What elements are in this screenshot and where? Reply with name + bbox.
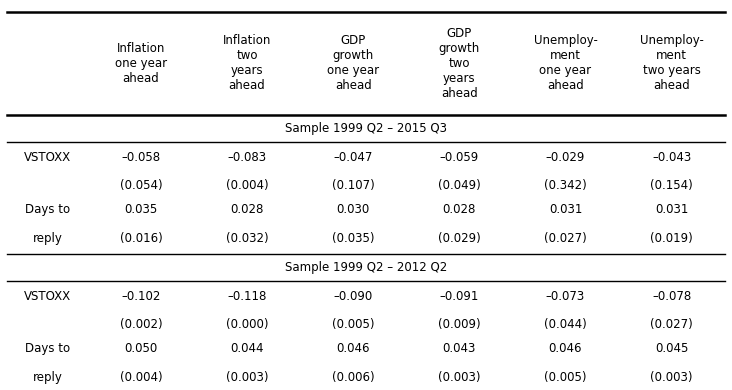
Text: (0.049): (0.049) — [438, 179, 481, 192]
Text: –0.091: –0.091 — [440, 290, 479, 303]
Text: (0.044): (0.044) — [544, 318, 587, 331]
Text: (0.003): (0.003) — [650, 371, 693, 384]
Text: (0.006): (0.006) — [332, 371, 375, 384]
Text: 0.031: 0.031 — [655, 204, 688, 216]
Text: Inflation
two
years
ahead: Inflation two years ahead — [223, 34, 272, 92]
Text: (0.029): (0.029) — [438, 232, 481, 245]
Text: –0.059: –0.059 — [440, 151, 479, 164]
Text: (0.000): (0.000) — [225, 318, 269, 331]
Text: 0.035: 0.035 — [124, 204, 157, 216]
Text: (0.035): (0.035) — [332, 232, 375, 245]
Text: (0.003): (0.003) — [225, 371, 269, 384]
Text: VSTOXX: VSTOXX — [24, 151, 71, 164]
Text: –0.073: –0.073 — [546, 290, 585, 303]
Text: (0.009): (0.009) — [438, 318, 481, 331]
Text: –0.090: –0.090 — [334, 290, 373, 303]
Text: 0.031: 0.031 — [549, 204, 582, 216]
Text: –0.078: –0.078 — [652, 290, 691, 303]
Text: –0.102: –0.102 — [122, 290, 160, 303]
Text: 0.028: 0.028 — [231, 204, 264, 216]
Text: Sample 1999 Q2 – 2012 Q2: Sample 1999 Q2 – 2012 Q2 — [285, 261, 447, 274]
Text: –0.043: –0.043 — [652, 151, 691, 164]
Text: (0.154): (0.154) — [650, 179, 693, 192]
Text: GDP
growth
two
years
ahead: GDP growth two years ahead — [438, 27, 480, 100]
Text: 0.043: 0.043 — [443, 342, 476, 355]
Text: 0.046: 0.046 — [549, 342, 582, 355]
Text: 0.030: 0.030 — [337, 204, 370, 216]
Text: 0.050: 0.050 — [124, 342, 157, 355]
Text: 0.044: 0.044 — [231, 342, 264, 355]
Text: Days to: Days to — [25, 204, 70, 216]
Text: –0.058: –0.058 — [122, 151, 160, 164]
Text: reply: reply — [33, 232, 62, 245]
Text: –0.029: –0.029 — [546, 151, 585, 164]
Text: (0.027): (0.027) — [650, 318, 693, 331]
Text: Unemploy-
ment
two years
ahead: Unemploy- ment two years ahead — [640, 34, 703, 92]
Text: (0.004): (0.004) — [119, 371, 163, 384]
Text: –0.118: –0.118 — [228, 290, 266, 303]
Text: (0.002): (0.002) — [119, 318, 163, 331]
Text: (0.054): (0.054) — [119, 179, 163, 192]
Text: Unemploy-
ment
one year
ahead: Unemploy- ment one year ahead — [534, 34, 597, 92]
Text: (0.027): (0.027) — [544, 232, 587, 245]
Text: (0.107): (0.107) — [332, 179, 375, 192]
Text: Days to: Days to — [25, 342, 70, 355]
Text: –0.083: –0.083 — [228, 151, 266, 164]
Text: (0.003): (0.003) — [438, 371, 481, 384]
Text: (0.004): (0.004) — [225, 179, 269, 192]
Text: GDP
growth
one year
ahead: GDP growth one year ahead — [327, 34, 379, 92]
Text: (0.019): (0.019) — [650, 232, 693, 245]
Text: reply: reply — [33, 371, 62, 384]
Text: 0.028: 0.028 — [443, 204, 476, 216]
Text: 0.046: 0.046 — [337, 342, 370, 355]
Text: (0.016): (0.016) — [119, 232, 163, 245]
Text: Sample 1999 Q2 – 2015 Q3: Sample 1999 Q2 – 2015 Q3 — [285, 122, 447, 135]
Text: (0.005): (0.005) — [332, 318, 375, 331]
Text: (0.005): (0.005) — [544, 371, 587, 384]
Text: (0.342): (0.342) — [544, 179, 587, 192]
Text: Inflation
one year
ahead: Inflation one year ahead — [115, 42, 167, 85]
Text: VSTOXX: VSTOXX — [24, 290, 71, 303]
Text: 0.045: 0.045 — [655, 342, 688, 355]
Text: –0.047: –0.047 — [334, 151, 373, 164]
Text: (0.032): (0.032) — [225, 232, 269, 245]
